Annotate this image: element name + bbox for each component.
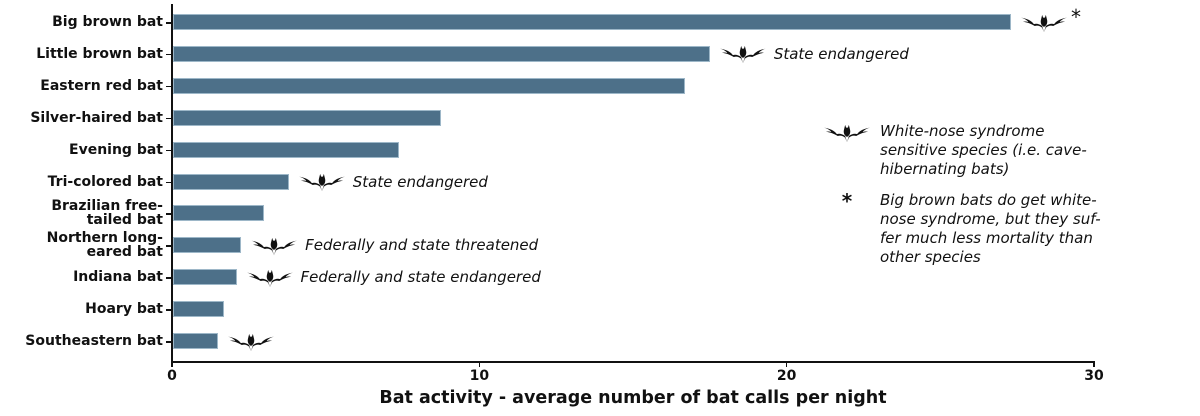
bar-brazilian-free-tailed-bat [173, 205, 265, 222]
y-tick [166, 149, 172, 152]
x-tick [478, 362, 481, 367]
annotation-southeastern-bat [228, 330, 275, 352]
y-tick [166, 245, 172, 247]
y-tick [166, 181, 172, 183]
x-tick-label: 20 [776, 368, 797, 384]
category-label-hoary-bat: Hoary bat [85, 301, 163, 318]
category-label-evening-bat: Evening bat [69, 141, 163, 158]
annotation-text: State endangered [773, 44, 909, 63]
y-tick [166, 277, 172, 279]
annotation-text: * [1071, 5, 1082, 29]
category-label-little-brown-bat: Little brown bat [36, 45, 163, 62]
annotation-northern-long-eared-bat: Federally and state threatened [251, 234, 538, 256]
bat-icon [1021, 12, 1068, 33]
y-tick [166, 117, 172, 120]
y-tick [166, 85, 172, 88]
annotation-little-brown-bat: State endangered [719, 43, 909, 65]
bar-eastern-red-bat [173, 77, 686, 94]
category-label-indiana-bat: Indiana bat [73, 269, 163, 286]
category-label-southeastern-bat: Southeastern bat [25, 333, 163, 349]
y-tick [166, 213, 172, 215]
bar-evening-bat [173, 141, 400, 158]
bar-hoary-bat [173, 301, 225, 318]
bar-silver-haired-bat [173, 109, 441, 126]
bat-icon [298, 171, 345, 192]
legend-entry-white-nose: White-nose syndrome sensitive species (i… [824, 122, 1087, 179]
y-tick [166, 22, 172, 24]
bat-icon [246, 267, 293, 288]
annotation-text: Federally and state endangered [300, 268, 541, 287]
bar-big-brown-bat [173, 14, 1012, 30]
x-tick-label: 10 [469, 368, 490, 384]
annotation-big-brown-bat: * [1021, 5, 1081, 33]
x-tick [171, 362, 173, 367]
bat-icon [251, 235, 298, 256]
bar-indiana-bat [173, 269, 237, 286]
legend-text-asterisk: Big brown bats do get white- nose syndro… [880, 191, 1101, 266]
annotation-text: Federally and state threatened [305, 236, 539, 255]
category-label-silver-haired-bat: Silver-haired bat [30, 109, 163, 126]
category-label-tri-colored-bat: Tri-colored bat [47, 173, 163, 190]
category-label-brazilian-free-tailed-bat: Brazilian free- tailed bat [51, 198, 163, 229]
x-axis [171, 361, 1095, 363]
bar-little-brown-bat [173, 45, 710, 62]
asterisk-symbol: * [841, 189, 853, 213]
annotation-indiana-bat: Federally and state endangered [246, 266, 541, 288]
category-label-northern-long-eared-bat: Northern long- eared bat [46, 230, 163, 261]
bar-southeastern-bat [173, 333, 219, 349]
category-label-eastern-red-bat: Eastern red bat [40, 77, 163, 94]
x-tick [1093, 362, 1095, 367]
x-tick [785, 362, 788, 367]
x-tick-label: 30 [1084, 368, 1104, 384]
legend-text-white-nose: White-nose syndrome sensitive species (i… [880, 122, 1087, 178]
y-tick [166, 341, 172, 343]
bat-icon [228, 331, 275, 352]
x-axis-label: Bat activity - average number of bat cal… [379, 388, 887, 408]
bat-icon [824, 122, 870, 143]
y-tick [166, 53, 172, 56]
annotation-tri-colored-bat: State endangered [298, 171, 488, 193]
bar-tri-colored-bat [173, 173, 289, 190]
bat-icon [719, 43, 766, 64]
x-tick-label: 0 [167, 368, 177, 384]
y-tick [166, 309, 172, 311]
y-axis [171, 4, 173, 363]
annotation-text: State endangered [352, 172, 488, 191]
category-label-big-brown-bat: Big brown bat [52, 14, 163, 30]
bar-northern-long-eared-bat [173, 237, 242, 254]
legend-entry-asterisk: * Big brown bats do get white- nose synd… [824, 191, 1101, 267]
